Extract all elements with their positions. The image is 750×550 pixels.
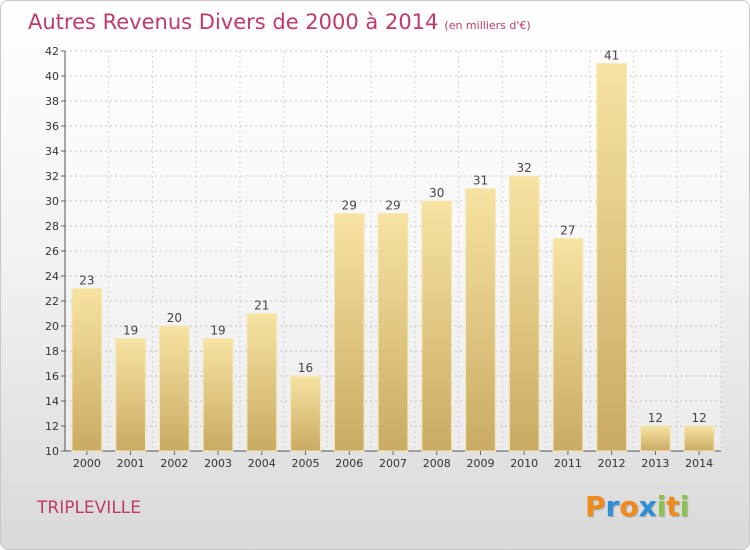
x-tick-label-2014: 2014: [685, 457, 713, 470]
y-tick-label: 28: [45, 220, 59, 233]
chart-title: Autres Revenus Divers de 2000 à 2014 (en …: [28, 10, 531, 34]
data-label-2013: 12: [648, 411, 663, 425]
y-tick-label: 40: [45, 70, 59, 83]
x-tick-label-2006: 2006: [335, 457, 363, 470]
data-label-2008: 30: [429, 186, 444, 200]
data-label-2011: 27: [560, 224, 575, 238]
y-tick-label: 18: [45, 345, 59, 358]
bar-2001: [115, 338, 146, 452]
y-tick-label: 36: [45, 120, 59, 133]
data-label-2002: 20: [167, 311, 182, 325]
y-tick-label: 26: [45, 245, 59, 258]
data-label-2009: 31: [473, 174, 488, 188]
bar-2013: [640, 425, 671, 452]
y-tick-label: 30: [45, 195, 59, 208]
data-label-2007: 29: [385, 199, 400, 213]
x-tick-label-2008: 2008: [423, 457, 451, 470]
data-label-2006: 29: [342, 199, 357, 213]
y-tick-label: 32: [45, 170, 59, 183]
data-label-2012: 41: [604, 49, 619, 63]
bar-2014: [683, 425, 715, 452]
y-tick-label: 16: [45, 370, 59, 383]
logo-letter: t: [666, 490, 680, 523]
bar-2008: [421, 200, 453, 452]
data-label-2005: 16: [298, 361, 313, 375]
bar-2006: [333, 213, 365, 452]
x-tick-label-2011: 2011: [554, 457, 582, 470]
x-tick-label-2005: 2005: [292, 457, 320, 470]
bar-2007: [377, 213, 409, 452]
bar-2004: [246, 313, 278, 452]
data-label-2001: 19: [123, 324, 138, 338]
data-label-2004: 21: [254, 299, 269, 313]
data-label-2010: 32: [517, 161, 532, 175]
x-tick-label-2002: 2002: [160, 457, 188, 470]
chart-subtitle: (en milliers d'€): [444, 19, 531, 32]
logo-letter: r: [605, 490, 620, 523]
data-label-2014: 12: [691, 411, 706, 425]
chart-title-text: Autres Revenus Divers de 2000 à 2014: [28, 10, 439, 34]
x-tick-label-2001: 2001: [117, 457, 145, 470]
data-label-2000: 23: [79, 274, 94, 288]
bar-2005: [290, 375, 321, 452]
logo-letter: i: [679, 490, 690, 523]
commune-name: TRIPLEVILLE: [37, 498, 142, 518]
logo-letter: o: [619, 490, 639, 523]
y-tick-label: 38: [45, 95, 59, 108]
bar-2009: [465, 188, 496, 452]
x-tick-label-2012: 2012: [598, 457, 626, 470]
x-tick-label-2009: 2009: [466, 457, 494, 470]
x-tick-label-2007: 2007: [379, 457, 407, 470]
y-tick-label: 22: [45, 295, 59, 308]
bar-2002: [158, 325, 190, 452]
y-tick-label: 12: [45, 420, 59, 433]
bar-2000: [71, 288, 103, 452]
x-tick-label-2013: 2013: [641, 457, 669, 470]
y-tick-label: 24: [45, 270, 59, 283]
bar-2003: [202, 338, 234, 452]
x-tick-label-2003: 2003: [204, 457, 232, 470]
bar-2011: [552, 238, 584, 452]
y-tick-label: 10: [45, 445, 59, 458]
logo-letter: x: [638, 490, 657, 523]
data-label-2003: 19: [210, 324, 225, 338]
x-tick-label-2004: 2004: [248, 457, 276, 470]
x-tick-label-2010: 2010: [510, 457, 538, 470]
x-tick-label-2000: 2000: [73, 457, 101, 470]
bar-2010: [508, 175, 540, 452]
y-tick-label: 42: [45, 45, 59, 58]
y-tick-label: 14: [45, 395, 59, 408]
proxiti-logo: Proxiti: [585, 490, 689, 523]
logo-letter: i: [656, 490, 667, 523]
bar-2012: [596, 63, 628, 452]
y-tick-label: 20: [45, 320, 59, 333]
logo-letter: P: [585, 490, 606, 523]
y-tick-label: 34: [45, 145, 59, 158]
